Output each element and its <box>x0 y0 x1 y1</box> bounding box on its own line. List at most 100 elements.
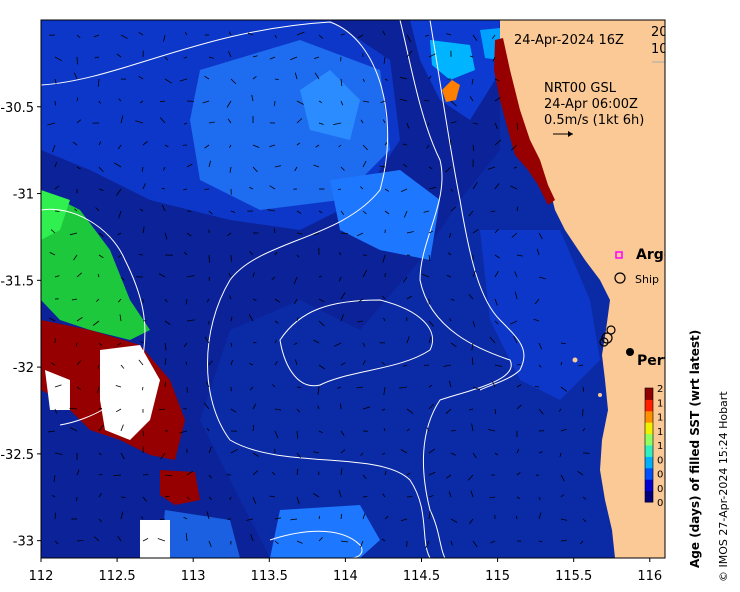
current-vector <box>296 540 303 544</box>
current-vector <box>271 276 276 281</box>
current-vector <box>274 339 277 344</box>
current-vector <box>139 208 144 212</box>
current-vector <box>516 449 520 454</box>
current-vector <box>141 516 144 520</box>
current-vector <box>494 122 498 129</box>
ship-marker <box>606 325 616 335</box>
current-vector <box>267 209 276 212</box>
current-vector <box>406 336 410 344</box>
current-vector <box>164 56 169 61</box>
current-vector <box>428 53 436 58</box>
current-vector <box>118 98 122 102</box>
current-vector <box>94 56 100 59</box>
current-vector <box>534 386 540 388</box>
current-vector <box>228 51 232 58</box>
current-vector <box>293 276 298 285</box>
current-vector <box>340 100 344 106</box>
current-vector <box>69 408 78 410</box>
stale-red-region-south <box>160 470 200 505</box>
current-vector <box>489 336 496 344</box>
current-vector <box>164 358 167 366</box>
current-vector <box>510 320 518 325</box>
contour-west <box>41 208 146 426</box>
current-vector <box>450 206 457 212</box>
perth-label: Perth <box>637 353 680 369</box>
current-vector <box>338 276 342 282</box>
current-vector <box>76 97 79 102</box>
current-vector <box>428 166 433 170</box>
colorbar-tick-label: 0 <box>657 498 663 509</box>
y-tick-label: -31.5 <box>0 274 34 289</box>
current-vector <box>558 408 562 412</box>
current-vector <box>142 430 145 437</box>
current-vector <box>208 276 210 281</box>
current-vector <box>252 424 255 432</box>
current-vector <box>560 494 564 498</box>
no-data-region-2 <box>45 370 70 410</box>
current-vector <box>185 298 188 305</box>
current-vector <box>74 72 78 80</box>
current-vector <box>98 452 102 456</box>
current-vector <box>362 144 368 151</box>
current-vector <box>76 166 81 170</box>
current-vector <box>294 72 298 80</box>
current-vector <box>98 254 104 259</box>
current-vector <box>494 183 500 190</box>
current-vector <box>400 518 408 522</box>
current-vector <box>269 185 276 190</box>
current-vector <box>75 342 78 347</box>
current-vector <box>560 342 566 345</box>
latitude-axis: -30.5 -31 -31.5 -32 -32.5 -33 <box>0 101 41 550</box>
current-vector <box>582 518 587 523</box>
current-vector <box>164 342 167 351</box>
current-vector <box>76 34 81 39</box>
current-vector <box>360 119 364 124</box>
x-tick-label: 112 <box>29 569 54 584</box>
current-vector <box>472 122 478 125</box>
current-vector <box>472 34 478 41</box>
current-vector <box>120 496 126 498</box>
current-vector <box>142 141 148 146</box>
colorbar-segment <box>645 490 653 503</box>
current-vector <box>98 518 102 523</box>
current-vector <box>271 471 276 476</box>
current-vector <box>252 166 258 173</box>
current-vector <box>247 32 254 36</box>
current-vector <box>450 188 453 192</box>
current-vector <box>362 495 368 498</box>
current-vector <box>318 364 325 370</box>
current-vector <box>313 232 320 236</box>
current-vector <box>76 56 78 65</box>
current-vector <box>114 162 122 168</box>
current-vector <box>138 359 144 366</box>
current-vector <box>203 402 210 410</box>
current-vector <box>516 206 519 212</box>
island <box>572 357 578 363</box>
current-vector <box>383 56 386 64</box>
current-vector <box>97 386 100 393</box>
current-vector <box>296 142 301 146</box>
colorbar-tick-label: 0.25 <box>657 484 679 495</box>
current-vector <box>118 210 122 219</box>
current-vector <box>252 76 257 80</box>
current-vector <box>362 269 368 278</box>
current-vector <box>511 144 518 151</box>
current-vector <box>54 185 59 190</box>
current-vector <box>445 166 452 173</box>
current-vector <box>138 31 144 36</box>
current-vector <box>318 515 321 520</box>
current-scale-label: 0.5m/s (1kt 6h) <box>544 113 644 128</box>
current-vector <box>382 30 386 36</box>
current-vector <box>427 122 430 127</box>
current-vector <box>515 515 518 520</box>
current-vector <box>338 489 342 498</box>
current-vector <box>164 474 173 477</box>
current-vector <box>538 342 543 350</box>
current-vector <box>379 165 386 168</box>
current-vector <box>229 144 232 148</box>
current-vector <box>428 448 436 454</box>
current-vector <box>54 162 57 168</box>
current-vector <box>183 251 188 256</box>
current-vector <box>230 448 238 454</box>
